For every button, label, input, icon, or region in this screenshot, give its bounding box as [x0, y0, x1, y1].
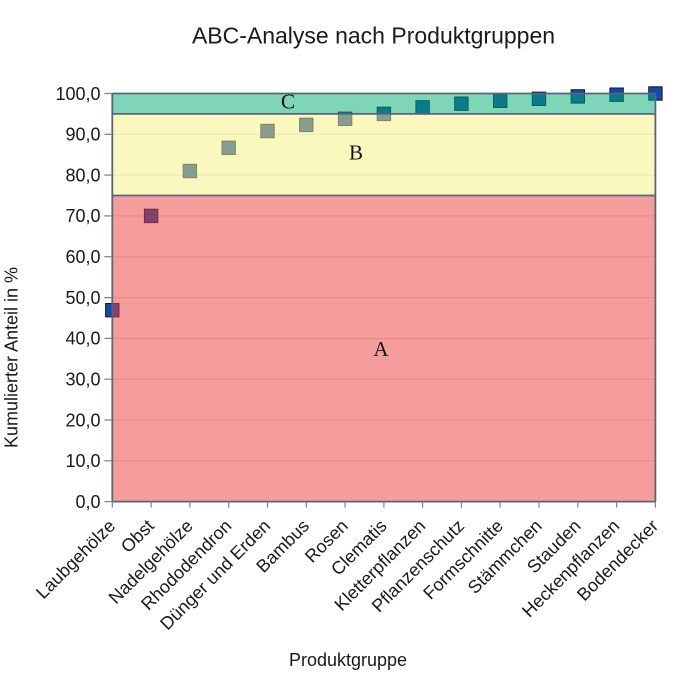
svg-text:C: C — [281, 90, 295, 114]
svg-text:A: A — [373, 337, 389, 361]
svg-text:40,0: 40,0 — [65, 329, 100, 349]
svg-text:80,0: 80,0 — [65, 165, 100, 185]
svg-text:100,0: 100,0 — [55, 84, 100, 104]
svg-text:60,0: 60,0 — [65, 247, 100, 267]
svg-text:0,0: 0,0 — [75, 492, 100, 512]
svg-text:ABC-Analyse nach Produktgruppe: ABC-Analyse nach Produktgruppen — [192, 23, 555, 49]
svg-text:10,0: 10,0 — [65, 451, 100, 471]
svg-text:50,0: 50,0 — [65, 288, 100, 308]
svg-text:Kumulierter Anteil in %: Kumulierter Anteil in % — [2, 267, 22, 448]
svg-text:Produktgruppe: Produktgruppe — [289, 650, 407, 670]
svg-text:B: B — [349, 140, 363, 164]
svg-text:90,0: 90,0 — [65, 125, 100, 145]
svg-text:70,0: 70,0 — [65, 206, 100, 226]
svg-text:30,0: 30,0 — [65, 370, 100, 390]
svg-text:20,0: 20,0 — [65, 410, 100, 430]
